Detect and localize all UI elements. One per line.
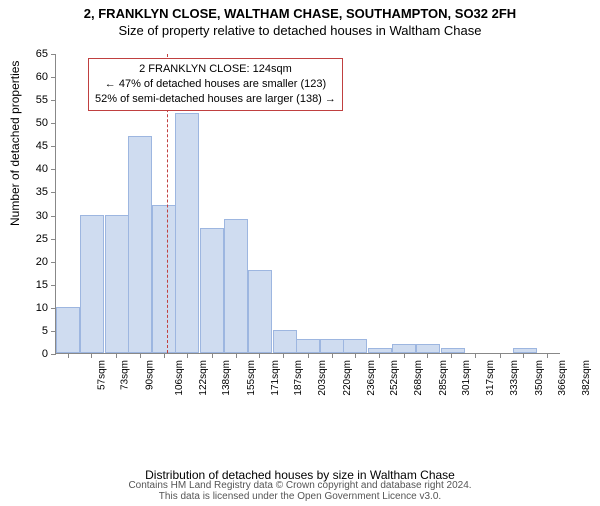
histogram-bar xyxy=(80,215,104,353)
ytick-label: 0 xyxy=(18,348,48,360)
ytick-label: 10 xyxy=(18,302,48,314)
histogram-bar xyxy=(152,205,176,353)
chart-area: 0510152025303540455055606557sqm73sqm90sq… xyxy=(55,54,560,399)
xtick-label: 220sqm xyxy=(342,360,353,396)
xtick-mark xyxy=(475,353,476,358)
ytick-mark xyxy=(51,239,56,240)
histogram-bar xyxy=(200,228,224,353)
histogram-bar xyxy=(343,339,367,353)
ytick-label: 40 xyxy=(18,163,48,175)
histogram-bar xyxy=(296,339,320,353)
histogram-bar xyxy=(56,307,80,353)
ytick-mark xyxy=(51,354,56,355)
histogram-bar xyxy=(273,330,297,353)
ytick-mark xyxy=(51,216,56,217)
xtick-mark xyxy=(308,353,309,358)
ytick-label: 20 xyxy=(18,256,48,268)
annotation-box: 2 FRANKLYN CLOSE: 124sqm← 47% of detache… xyxy=(88,58,343,111)
xtick-mark xyxy=(355,353,356,358)
xtick-mark xyxy=(259,353,260,358)
xtick-mark xyxy=(523,353,524,358)
xtick-mark xyxy=(500,353,501,358)
xtick-mark xyxy=(91,353,92,358)
histogram-bar xyxy=(128,136,152,353)
ytick-label: 5 xyxy=(18,325,48,337)
xtick-label: 252sqm xyxy=(389,360,400,396)
ytick-label: 25 xyxy=(18,233,48,245)
xtick-mark xyxy=(332,353,333,358)
histogram-bar xyxy=(175,113,199,353)
histogram-bar xyxy=(368,348,392,353)
histogram-bar xyxy=(105,215,129,353)
ytick-mark xyxy=(51,169,56,170)
xtick-mark xyxy=(212,353,213,358)
ytick-label: 35 xyxy=(18,186,48,198)
xtick-label: 187sqm xyxy=(293,360,304,396)
credit-text: Contains HM Land Registry data © Crown c… xyxy=(0,480,600,502)
ytick-mark xyxy=(51,54,56,55)
ytick-label: 55 xyxy=(18,94,48,106)
ytick-label: 65 xyxy=(18,48,48,60)
histogram-bar xyxy=(248,270,272,353)
xtick-mark xyxy=(187,353,188,358)
ytick-label: 50 xyxy=(18,117,48,129)
xtick-label: 73sqm xyxy=(120,360,131,390)
title-sub: Size of property relative to detached ho… xyxy=(0,23,600,38)
xtick-mark xyxy=(116,353,117,358)
ytick-mark xyxy=(51,77,56,78)
ytick-mark xyxy=(51,262,56,263)
ytick-mark xyxy=(51,100,56,101)
ytick-label: 45 xyxy=(18,140,48,152)
xtick-label: 366sqm xyxy=(557,360,568,396)
ytick-label: 30 xyxy=(18,210,48,222)
xtick-mark xyxy=(140,353,141,358)
histogram-bar xyxy=(320,339,344,353)
xtick-label: 350sqm xyxy=(534,360,545,396)
histogram-bar xyxy=(441,348,465,353)
xtick-label: 106sqm xyxy=(174,360,185,396)
histogram-bar xyxy=(416,344,440,353)
xtick-mark xyxy=(68,353,69,358)
xtick-mark xyxy=(379,353,380,358)
xtick-label: 268sqm xyxy=(413,360,424,396)
ytick-label: 15 xyxy=(18,279,48,291)
title-main: 2, FRANKLYN CLOSE, WALTHAM CHASE, SOUTHA… xyxy=(0,6,600,21)
xtick-label: 138sqm xyxy=(221,360,232,396)
xtick-label: 155sqm xyxy=(246,360,257,396)
xtick-label: 90sqm xyxy=(145,360,156,390)
ytick-label: 60 xyxy=(18,71,48,83)
ytick-mark xyxy=(51,146,56,147)
xtick-label: 203sqm xyxy=(317,360,328,396)
plot-region: 0510152025303540455055606557sqm73sqm90sq… xyxy=(55,54,560,354)
xtick-label: 317sqm xyxy=(485,360,496,396)
xtick-label: 382sqm xyxy=(581,360,592,396)
histogram-bar xyxy=(513,348,537,353)
xtick-mark xyxy=(427,353,428,358)
xtick-mark xyxy=(283,353,284,358)
xtick-label: 57sqm xyxy=(96,360,107,390)
xtick-mark xyxy=(451,353,452,358)
xtick-label: 301sqm xyxy=(461,360,472,396)
xtick-label: 285sqm xyxy=(438,360,449,396)
ytick-mark xyxy=(51,192,56,193)
xtick-label: 122sqm xyxy=(198,360,209,396)
xtick-mark xyxy=(547,353,548,358)
xtick-mark xyxy=(404,353,405,358)
histogram-bar xyxy=(224,219,248,353)
xtick-mark xyxy=(236,353,237,358)
xtick-label: 171sqm xyxy=(270,360,281,396)
xtick-mark xyxy=(164,353,165,358)
ytick-mark xyxy=(51,285,56,286)
xtick-label: 333sqm xyxy=(509,360,520,396)
histogram-bar xyxy=(392,344,416,353)
ytick-mark xyxy=(51,123,56,124)
xtick-label: 236sqm xyxy=(366,360,377,396)
